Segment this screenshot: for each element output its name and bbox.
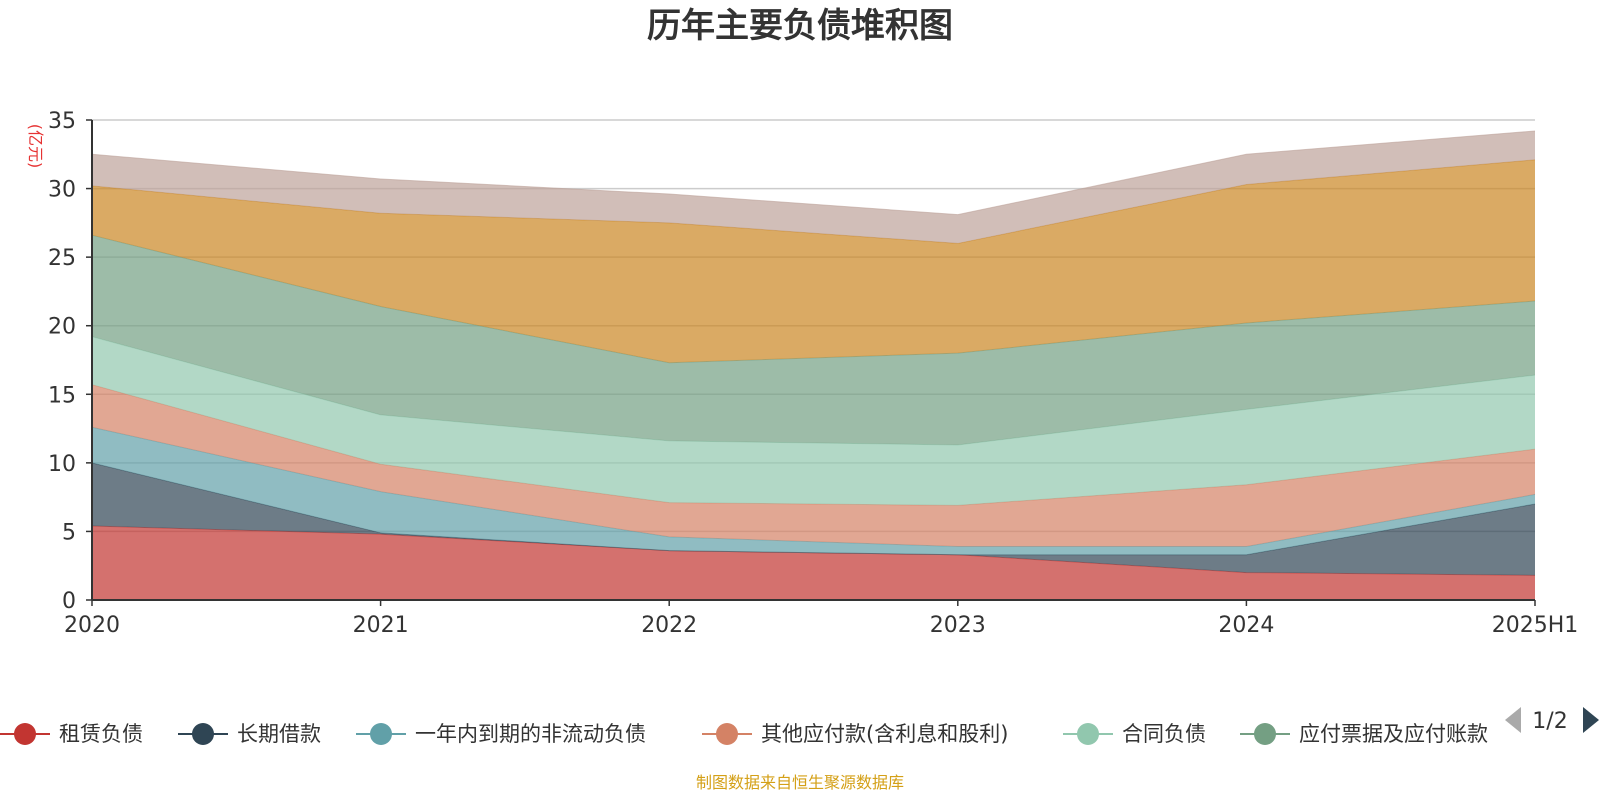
area-series-一年内到期的非流动负债 — [92, 427, 1535, 555]
x-tick-label: 2021 — [353, 613, 409, 638]
legend-circle-icon — [1254, 723, 1276, 745]
area-series-合同负债 — [92, 336, 1535, 506]
legend-circle-icon — [14, 723, 36, 745]
legend-circle-icon — [370, 723, 392, 745]
source-note: 制图数据来自恒生聚源数据库 — [696, 773, 904, 792]
legend-next-page-icon[interactable] — [1583, 707, 1599, 733]
y-tick-label: 30 — [48, 178, 76, 203]
series-line — [91, 130, 1536, 216]
area-series-应交税费 — [92, 130, 1535, 244]
area-series-长期借款 — [92, 462, 1535, 576]
legend-item[interactable]: 合同负债 — [1063, 722, 1206, 746]
area-series-应付职工薪酬 — [92, 159, 1535, 363]
legend-circle-icon — [1077, 723, 1099, 745]
y-tick-label: 15 — [48, 383, 76, 408]
x-tick-label: 2024 — [1218, 613, 1274, 638]
legend: 租赁负债 长期借款 一年内到期的非流动负债 其他应付款(含利息和股利) 合同负债 应付票据… — [0, 722, 1488, 746]
legend-prev-page-icon[interactable] — [1505, 707, 1521, 733]
legend-label: 租赁负债 — [59, 722, 143, 746]
legend-item[interactable]: 一年内到期的非流动负债 — [356, 722, 646, 746]
legend-label: 应付票据及应付账款 — [1299, 722, 1488, 746]
x-tick-label: 2023 — [930, 613, 986, 638]
legend-page-indicator: 1/2 — [1532, 709, 1567, 734]
y-tick-label: 10 — [48, 452, 76, 477]
area-series — [91, 130, 1536, 600]
legend-label: 长期借款 — [237, 722, 321, 746]
legend-label: 其他应付款(含利息和股利) — [761, 722, 1008, 746]
area-series-应付票据及应付账款 — [92, 235, 1535, 446]
y-tick-label: 5 — [62, 520, 76, 545]
y-axis-unit: (亿元) — [26, 124, 45, 169]
legend-item[interactable]: 长期借款 — [178, 722, 321, 746]
legend-label: 合同负债 — [1122, 722, 1206, 746]
y-tick-label: 35 — [48, 109, 76, 134]
x-tick-label: 2020 — [64, 613, 120, 638]
legend-label: 一年内到期的非流动负债 — [415, 722, 646, 746]
legend-item[interactable]: 其他应付款(含利息和股利) — [702, 722, 1008, 746]
axes: 0 5 10 15 20 25 30 35 2020 2021 2022 2023 2024 2025H1 — [48, 109, 1578, 638]
legend-circle-icon — [192, 723, 214, 745]
y-tick-label: 20 — [48, 315, 76, 340]
legend-circle-icon — [716, 723, 738, 745]
y-tick-label: 25 — [48, 246, 76, 271]
area-series-租赁负债 — [92, 525, 1535, 600]
legend-item[interactable]: 租赁负债 — [0, 722, 143, 746]
area-series-其他应付款(含利息和股利) — [92, 384, 1535, 547]
y-tick-label: 0 — [62, 589, 76, 614]
x-tick-label: 2025H1 — [1492, 613, 1579, 638]
chart-title: 历年主要负债堆积图 — [647, 6, 953, 46]
x-tick-label: 2022 — [641, 613, 697, 638]
legend-item[interactable]: 应付票据及应付账款 — [1240, 722, 1488, 746]
legend-pager: 1/2 — [1505, 707, 1599, 734]
